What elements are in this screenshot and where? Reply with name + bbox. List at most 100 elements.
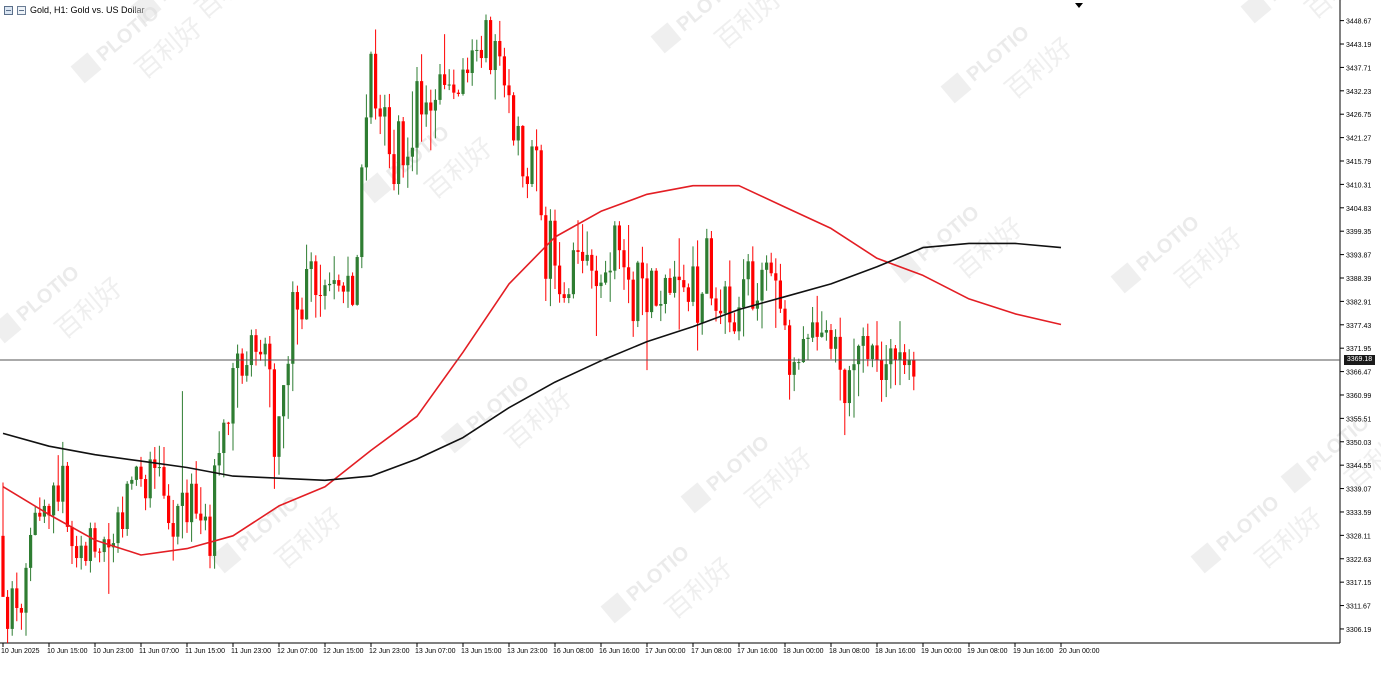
- candle: [452, 69, 456, 100]
- candle: [130, 476, 134, 490]
- candle: [378, 94, 382, 135]
- candle: [774, 258, 778, 328]
- candle-body: [797, 362, 801, 364]
- candle: [84, 541, 88, 566]
- candle-layer: [1, 14, 916, 643]
- candle-body: [272, 369, 276, 457]
- x-tick-label: 17 Jun 16:00: [737, 648, 778, 655]
- candle: [594, 255, 598, 337]
- candle-body: [709, 238, 713, 299]
- candle-body: [903, 352, 907, 366]
- candle: [792, 357, 796, 392]
- candle-body: [806, 337, 810, 340]
- watermark-cn: 百利好: [709, 0, 788, 55]
- candle: [737, 296, 741, 341]
- candle-body: [686, 287, 690, 302]
- candle: [719, 289, 723, 325]
- y-tick-label: 3317.15: [1346, 580, 1371, 587]
- candle: [562, 282, 566, 303]
- watermark-logo-icon: [130, 0, 162, 24]
- candle-body: [470, 50, 474, 74]
- candle: [728, 260, 732, 333]
- x-tick-label: 11 Jun 15:00: [185, 648, 225, 655]
- chart-shift-marker-icon[interactable]: [1075, 3, 1083, 8]
- chart-properties-icon[interactable]: [17, 5, 26, 15]
- candle-body: [461, 69, 465, 94]
- candle: [199, 487, 203, 535]
- candle: [650, 268, 654, 319]
- candle: [645, 263, 649, 371]
- candle: [332, 256, 336, 300]
- candle-body: [650, 270, 654, 313]
- moving-average-line: [2, 184, 1062, 556]
- candle: [309, 252, 313, 302]
- x-tick-label: 10 Jun 23:00: [93, 648, 134, 655]
- y-tick-label: 3399.35: [1346, 229, 1371, 236]
- candle: [567, 288, 571, 304]
- x-tick-label: 10 Jun 2025: [1, 648, 40, 655]
- candle-body: [774, 273, 778, 281]
- candle: [47, 503, 51, 530]
- candle-body: [410, 147, 414, 157]
- candle: [898, 321, 902, 386]
- candle: [180, 391, 184, 539]
- candle-body: [493, 40, 497, 71]
- x-tick-label: 18 Jun 16:00: [875, 648, 916, 655]
- chart-window-icon[interactable]: [4, 5, 13, 15]
- candle-body: [452, 84, 456, 93]
- candle: [824, 320, 828, 341]
- candle: [755, 283, 759, 321]
- candle: [240, 348, 244, 384]
- watermark-logo-icon: [1280, 462, 1312, 494]
- candle: [341, 282, 345, 304]
- candle-body: [24, 567, 28, 613]
- watermark-logo-icon: [600, 592, 632, 624]
- x-tick-label: 11 Jun 23:00: [231, 648, 271, 655]
- candle: [217, 431, 221, 476]
- candle: [222, 419, 226, 478]
- candle: [604, 260, 608, 285]
- candle: [65, 461, 69, 532]
- candle-body: [613, 225, 617, 271]
- candle-body: [456, 92, 460, 94]
- y-tick-label: 3443.19: [1346, 42, 1371, 49]
- candle-body: [548, 220, 552, 279]
- candle-body: [893, 348, 897, 360]
- candle: [558, 242, 562, 303]
- candle: [415, 67, 419, 175]
- candle: [843, 368, 847, 436]
- candle: [470, 39, 474, 86]
- candle-body: [594, 270, 598, 287]
- candle-body: [139, 466, 143, 480]
- candle-body: [286, 363, 290, 386]
- candle: [29, 527, 33, 582]
- candle: [6, 590, 10, 643]
- candle: [162, 447, 166, 499]
- candle-body: [309, 261, 313, 269]
- candle-body: [824, 330, 828, 333]
- candle-body: [424, 102, 428, 115]
- candle-body: [29, 534, 33, 568]
- candle-body: [282, 385, 286, 417]
- candle-body: [654, 270, 658, 306]
- candle-body: [300, 309, 304, 320]
- candle-body: [502, 56, 506, 86]
- candle-body: [815, 322, 819, 337]
- candle: [783, 300, 787, 331]
- candle-body: [608, 270, 612, 273]
- candle: [705, 228, 709, 294]
- candle-body: [438, 74, 442, 100]
- candle-body: [433, 99, 437, 111]
- watermark-logo-icon: [940, 72, 972, 104]
- candle-body: [590, 254, 594, 271]
- watermark-logo-icon: [210, 542, 242, 574]
- candle-body: [236, 353, 240, 369]
- candle: [769, 252, 773, 277]
- candle-body: [148, 459, 152, 499]
- candle: [751, 246, 755, 311]
- candle-body: [88, 528, 92, 562]
